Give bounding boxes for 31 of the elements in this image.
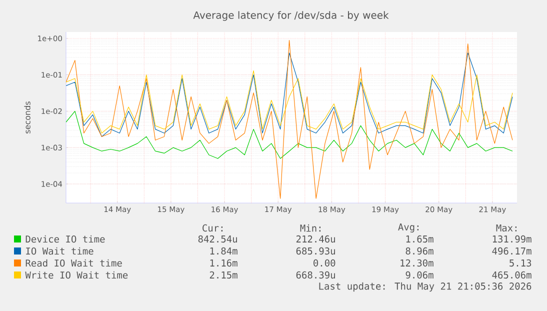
text: 1.65m — [406, 235, 434, 243]
line-series — [66, 110, 513, 159]
legend-label: Device IO time — [26, 235, 105, 243]
y-axis-title: seconds — [24, 102, 30, 134]
text: 212.46u — [296, 235, 335, 243]
chart-title: Average latency for /dev/sda - by week — [193, 11, 389, 21]
line-series — [66, 40, 513, 199]
line-series — [66, 52, 513, 137]
text: 668.39u — [296, 271, 335, 279]
text: 12.30m — [400, 259, 434, 267]
legend-label: Read IO Wait time — [26, 259, 122, 267]
text: 9.06m — [406, 271, 434, 279]
text: 2.15m — [210, 271, 238, 279]
text: 131.99m — [492, 235, 532, 243]
text: 1.16m — [210, 259, 238, 267]
text: 842.54u — [198, 235, 237, 243]
text: Avg: — [398, 224, 419, 232]
text: Max: — [496, 224, 517, 232]
text: 685.93u — [296, 247, 335, 255]
legend-label: IO Wait time — [26, 247, 94, 255]
text: 496.17m — [492, 247, 532, 255]
text: 8.96m — [406, 247, 434, 255]
text: 5.13 — [510, 259, 532, 267]
text: Min: — [300, 224, 321, 232]
legend-label: Write IO Wait time — [25, 271, 128, 279]
text: 1.84m — [210, 247, 238, 255]
text: Last update: Thu May 21 21:05:36 2026 — [319, 282, 532, 292]
text: 0.00 — [314, 259, 336, 267]
text: 465.06m — [492, 271, 532, 279]
text: Cur: — [202, 224, 223, 232]
line-series — [66, 70, 513, 134]
